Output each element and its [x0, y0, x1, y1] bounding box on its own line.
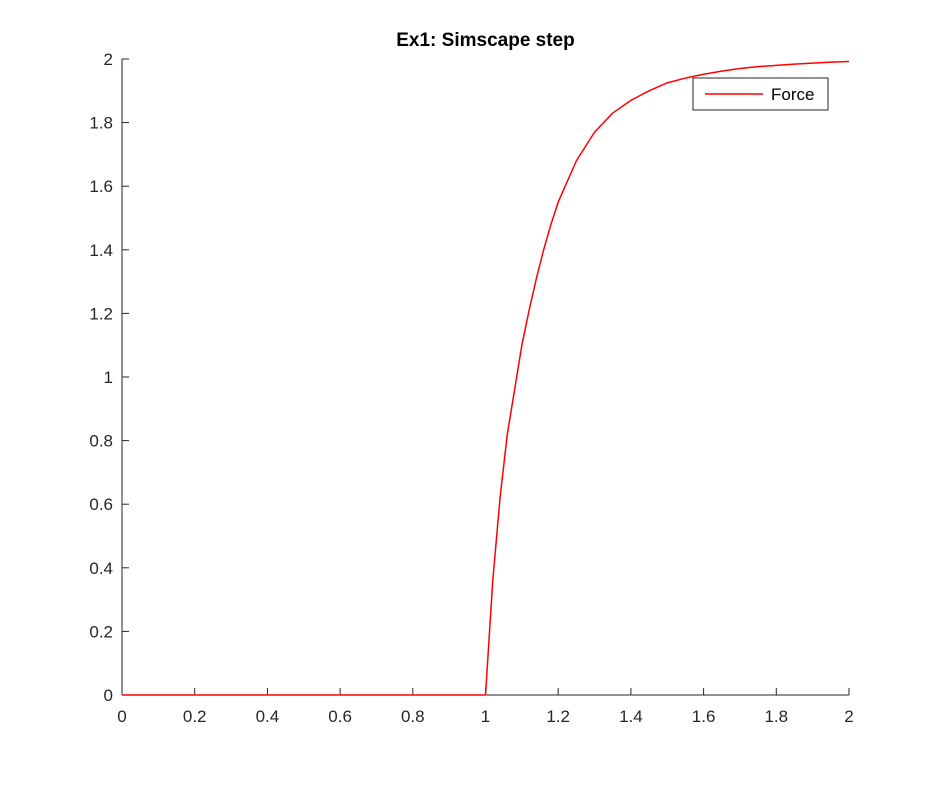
- y-tick-label: 2: [104, 50, 113, 69]
- chart-title: Ex1: Simscape step: [396, 30, 574, 51]
- legend-label: Force: [771, 85, 814, 104]
- y-tick-label: 0.6: [89, 495, 113, 514]
- x-tick-label: 0.4: [256, 707, 280, 726]
- x-tick-label: 0.6: [328, 707, 352, 726]
- legend[interactable]: Force: [692, 77, 829, 111]
- y-tick-label: 1.2: [89, 304, 113, 323]
- y-tick-label: 0: [104, 686, 113, 705]
- y-tick-label: 0.4: [89, 559, 113, 578]
- x-tick-label: 1.8: [764, 707, 788, 726]
- x-tick-label: 2: [844, 707, 853, 726]
- x-tick-label: 0.2: [183, 707, 207, 726]
- y-tick-label: 0.8: [89, 432, 113, 451]
- x-tick-label: 0: [117, 707, 126, 726]
- y-axis: 0 0.2 0.4 0.6 0.8 1 1.2 1.4 1.6 1.8 2: [89, 50, 129, 705]
- x-tick-label: 1.6: [692, 707, 716, 726]
- plot-area: [122, 59, 849, 695]
- y-tick-label: 1.8: [89, 114, 113, 133]
- series-line-force: [122, 60, 850, 696]
- y-tick-label: 1: [104, 368, 113, 387]
- y-tick-label: 1.4: [89, 241, 113, 260]
- x-tick-label: 0.8: [401, 707, 425, 726]
- y-tick-label: 0.2: [89, 622, 113, 641]
- y-tick-label: 1.6: [89, 177, 113, 196]
- x-tick-label: 1: [481, 707, 490, 726]
- x-tick-label: 1.4: [619, 707, 643, 726]
- series-layer: [122, 60, 850, 696]
- x-tick-label: 1.2: [546, 707, 570, 726]
